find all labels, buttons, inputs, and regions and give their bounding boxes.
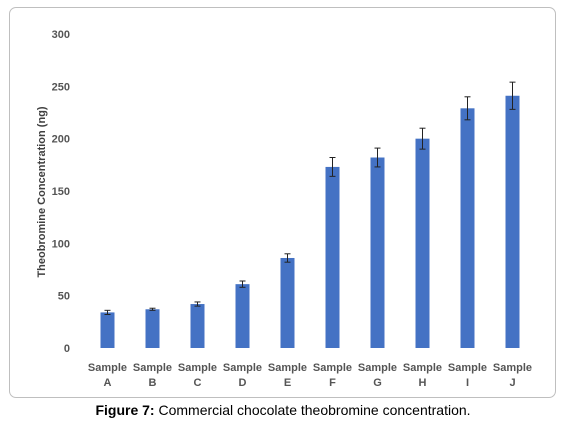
bar bbox=[100, 312, 115, 348]
x-axis-ticks: Sample A Sample B Sample C Sample D Sample E Sampl… bbox=[88, 362, 532, 389]
x-tick-label: Sample bbox=[178, 362, 217, 374]
x-tick-label: A bbox=[104, 377, 112, 389]
bar bbox=[505, 95, 520, 349]
x-tick-label: Sample bbox=[358, 362, 397, 374]
x-tick-label: Sample bbox=[493, 362, 532, 374]
x-tick-label: Sample bbox=[448, 362, 487, 374]
y-axis-label: Theobromine Concentration (ng) bbox=[36, 106, 48, 277]
x-tick-label: D bbox=[239, 377, 247, 389]
bar-chart: 0 50 100 150 200 250 300 Sample A Sample B Sample C… bbox=[36, 29, 532, 389]
bar bbox=[190, 304, 205, 348]
caption-text: Commercial chocolate theobromine concent… bbox=[154, 402, 471, 418]
x-tick-label: G bbox=[373, 377, 382, 389]
x-tick-label: Sample bbox=[223, 362, 262, 374]
y-tick-label: 300 bbox=[52, 29, 70, 41]
y-tick-label: 0 bbox=[64, 343, 70, 355]
x-tick-label: H bbox=[419, 377, 427, 389]
bars bbox=[100, 81, 520, 349]
y-tick-label: 200 bbox=[52, 134, 70, 146]
x-tick-label: I bbox=[466, 377, 469, 389]
bar bbox=[460, 108, 475, 349]
caption-label: Figure 7: bbox=[95, 402, 155, 418]
x-tick-label: Sample bbox=[268, 362, 307, 374]
y-axis-ticks: 0 50 100 150 200 250 300 bbox=[52, 29, 70, 355]
y-tick-label: 250 bbox=[52, 81, 70, 93]
x-tick-label: J bbox=[509, 377, 515, 389]
y-tick-label: 50 bbox=[58, 291, 70, 303]
bar bbox=[145, 309, 160, 348]
x-tick-label: Sample bbox=[88, 362, 127, 374]
x-tick-label: Sample bbox=[403, 362, 442, 374]
x-tick-label: B bbox=[149, 377, 157, 389]
figure-caption: Figure 7: Commercial chocolate theobromi… bbox=[0, 402, 566, 418]
x-tick-label: F bbox=[329, 377, 336, 389]
bar bbox=[325, 166, 340, 348]
bar bbox=[280, 257, 295, 348]
x-tick-label: Sample bbox=[133, 362, 172, 374]
bar bbox=[235, 284, 250, 348]
y-tick-label: 100 bbox=[52, 238, 70, 250]
x-tick-label: E bbox=[284, 377, 291, 389]
x-tick-label: Sample bbox=[313, 362, 352, 374]
x-tick-label: C bbox=[194, 377, 202, 389]
y-tick-label: 150 bbox=[52, 186, 70, 198]
bar bbox=[415, 138, 430, 348]
bar bbox=[370, 157, 385, 348]
